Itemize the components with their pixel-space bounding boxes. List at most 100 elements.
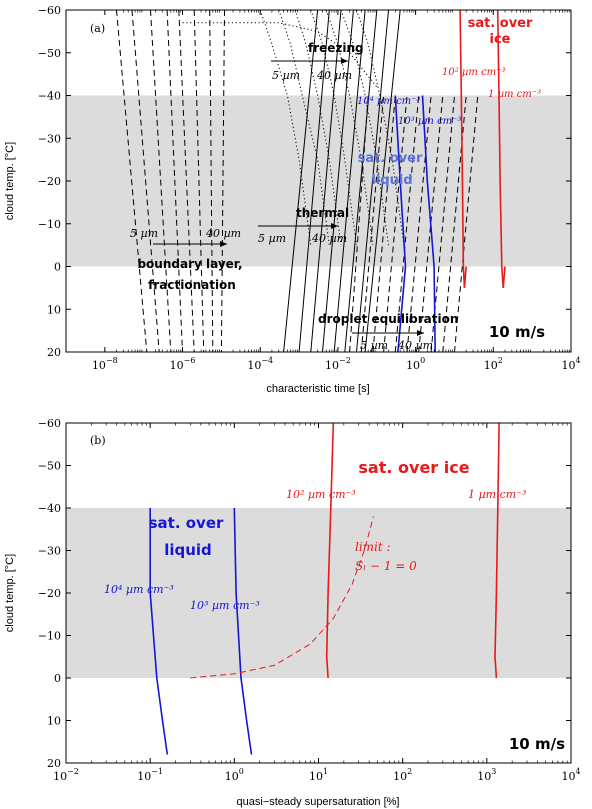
series-boundary-layer-line-4 <box>166 9 183 353</box>
x-tick-label: 100 <box>406 356 425 372</box>
b-label-ice-conc-hi: 10² µm cm⁻³ <box>286 488 356 501</box>
b-label-liq-conc-lo: 10³ µm cm⁻³ <box>190 599 260 612</box>
panel-b-y-axis-label: cloud temp. [°C] <box>4 554 16 632</box>
panel-a-x-axis-label: characteristic time [s] <box>266 383 369 395</box>
series-sat-over-liquid-line-2 <box>421 95 436 353</box>
label-ice-conc-lo: 1 µm cm⁻³ <box>488 89 541 100</box>
series-thermal-line-6 <box>344 9 378 353</box>
series-sat-over-ice-line-1 <box>325 422 335 679</box>
label-liq-conc-hi: 10⁴ µm cm⁻³ <box>357 96 420 107</box>
y-tick-label: 0 <box>54 672 61 685</box>
panel-a-speed-label: 10 m/s <box>489 323 545 341</box>
x-tick-label: 104 <box>561 767 580 783</box>
series-boundary-layer-line-8 <box>220 9 225 353</box>
series-boundary-layer-line-5 <box>178 9 195 353</box>
series-thermal-line-1 <box>283 9 319 353</box>
series-sat-over-ice-line-2 <box>496 9 506 288</box>
annotation-sat-liquid-2: liquid <box>371 173 412 188</box>
series-thermal-line-7 <box>356 9 389 353</box>
y-tick-label: 20 <box>47 757 61 770</box>
y-tick-label: −50 <box>38 460 61 473</box>
annotation-limit-2: Sₗ − 1 = 0 <box>355 559 417 573</box>
series-freezing-line-3 <box>294 9 342 246</box>
series-droplet-equilibration-line-5 <box>394 95 420 353</box>
series-thermal-line-8 <box>364 9 401 353</box>
thermal-size-large: 40 µm <box>311 232 347 245</box>
y-tick-label: −50 <box>38 47 61 60</box>
panel-b-speed-label: 10 m/s <box>509 735 565 753</box>
panel-a-y-axis-label: cloud temp. [°C] <box>4 142 16 220</box>
series-limit-line-1 <box>190 516 374 679</box>
x-tick-label: 10−8 <box>92 356 118 372</box>
arrow-droplet-head <box>417 330 424 336</box>
series-boundary-layer-line-2 <box>131 9 160 353</box>
series-sat-over-liquid-line-1 <box>149 508 169 755</box>
b-annotation-sat-liquid-1: sat. over <box>149 514 224 532</box>
x-tick-label: 103 <box>477 767 496 783</box>
annotation-droplet-equilibration: droplet equilibration <box>318 312 458 326</box>
y-tick-label: 20 <box>47 346 61 359</box>
y-tick-label: 10 <box>47 715 61 728</box>
series-freezing-line-2 <box>278 9 330 246</box>
x-tick-label: 10−1 <box>137 767 163 783</box>
x-tick-label: 101 <box>309 767 328 783</box>
freezing-size-large: 40 µm <box>316 69 352 82</box>
series-thermal-line-2 <box>298 9 330 353</box>
droplet-size-large: 40 µm <box>397 339 433 352</box>
annotation-sat-liquid-1: sat. over <box>358 151 423 166</box>
label-ice-conc-hi: 10² µm cm⁻³ <box>442 67 505 78</box>
panel-a-label: (a) <box>90 22 105 35</box>
annotation-boundary-layer: boundary layer, <box>137 257 242 271</box>
x-tick-label: 10−4 <box>247 356 273 372</box>
series-thermal-line-5 <box>333 9 366 353</box>
annotation-sat-ice-2: ice <box>490 32 511 47</box>
panel-b-series <box>149 422 500 755</box>
panel-a-mixed-phase-band <box>66 95 571 267</box>
panel-a-series <box>116 9 506 353</box>
annotation-fractionation: fractionation <box>148 278 236 292</box>
b-label-liq-conc-hi: 10⁴ µm cm⁻³ <box>104 583 174 596</box>
series-droplet-equilibration-line-3 <box>372 95 396 353</box>
series-sat-over-liquid-line-2 <box>233 507 253 755</box>
y-tick-label: 10 <box>47 303 61 316</box>
y-tick-label: −30 <box>38 132 61 145</box>
x-tick-label: 10−6 <box>170 356 196 372</box>
series-droplet-equilibration-line-1 <box>349 95 369 353</box>
panel-b: 10−2 10−1 100 101 102 103 104−60−50−40−30−20−1… <box>4 417 581 808</box>
annotation-sat-over-ice: sat. over ice <box>358 458 469 477</box>
y-tick-label: −40 <box>38 90 61 103</box>
y-tick-label: −40 <box>38 502 61 515</box>
annotation-sat-ice-1: sat. over <box>468 16 533 31</box>
series-sat-over-ice-line-1 <box>459 9 467 288</box>
y-tick-label: −60 <box>38 417 61 430</box>
series-boundary-layer-line-1 <box>116 9 148 353</box>
panel-b-label: (b) <box>90 434 106 447</box>
series-thermal-line-3 <box>310 9 342 353</box>
y-tick-label: 0 <box>54 261 61 274</box>
annotation-limit-1: limit : <box>355 540 391 554</box>
arrow-boundary-head <box>220 241 227 247</box>
series-freezing-line-6 <box>340 9 389 246</box>
series-droplet-equilibration-line-2 <box>360 95 385 353</box>
series-boundary-layer-line-6 <box>193 9 205 353</box>
series-freezing-line-7 <box>356 9 405 246</box>
b-annotation-sat-liquid-2: liquid <box>164 541 212 559</box>
x-tick-label: 10−2 <box>325 356 351 372</box>
annotation-thermal: thermal <box>296 206 349 220</box>
y-tick-label: −10 <box>38 630 61 643</box>
series-sat-over-ice-line-2 <box>494 422 500 679</box>
series-droplet-equilibration-line-4 <box>383 95 408 353</box>
y-tick-label: −60 <box>38 4 61 17</box>
arrow-thermal-head <box>331 223 338 229</box>
label-liq-conc-lo: 10³ µm cm⁻³ <box>398 116 461 127</box>
boundary-size-small: 5 µm <box>130 227 158 240</box>
series-boundary-layer-line-7 <box>209 9 214 353</box>
series-thermal-line-4 <box>322 9 354 353</box>
droplet-size-small: 5 µm <box>360 339 388 352</box>
y-tick-label: −30 <box>38 545 61 558</box>
thermal-size-small: 5 µm <box>258 232 286 245</box>
y-tick-label: −10 <box>38 218 61 231</box>
series-sat-over-liquid-line-1 <box>394 95 407 353</box>
freezing-size-small: 5 µm <box>272 69 300 82</box>
